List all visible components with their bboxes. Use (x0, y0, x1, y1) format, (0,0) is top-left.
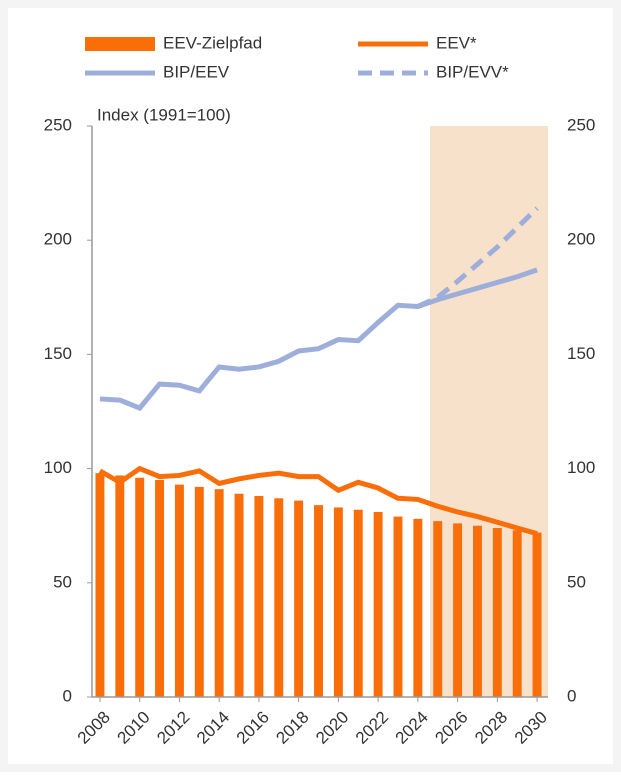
legend-label: BIP/EVV* (436, 62, 509, 81)
bar (532, 532, 542, 697)
y2-tick-label: 50 (567, 572, 586, 591)
y2-tick-label: 250 (567, 115, 595, 134)
bar (512, 530, 522, 697)
y-tick-label: 0 (63, 686, 72, 705)
bar (254, 496, 264, 697)
legend-label: EEV* (436, 33, 477, 52)
bar (115, 475, 125, 697)
y-tick-label: 50 (53, 572, 72, 591)
bar (413, 518, 423, 697)
bar (333, 507, 343, 697)
bar (174, 484, 184, 697)
bar (314, 505, 323, 697)
bar (294, 500, 304, 697)
bar (472, 525, 482, 697)
y2-tick-label: 150 (567, 344, 595, 363)
bar (95, 473, 105, 697)
y-tick-label: 200 (44, 230, 72, 249)
line (416, 206, 539, 309)
bar (393, 516, 403, 697)
y-tick-label: 150 (44, 344, 72, 363)
line (99, 267, 538, 412)
y2-tick-label: 200 (567, 230, 595, 249)
y-tick-label: 250 (44, 115, 72, 134)
bar (433, 521, 443, 697)
bar (214, 489, 224, 697)
legend-label: BIP/EEV (163, 62, 230, 81)
projection-band (430, 126, 548, 697)
y2-tick-label: 100 (567, 458, 595, 477)
bar (135, 477, 145, 697)
bar (453, 523, 463, 697)
bar (492, 527, 502, 697)
bar (194, 486, 204, 697)
bar (234, 493, 244, 697)
line (98, 465, 538, 537)
legend-swatch (85, 37, 155, 51)
bar (155, 480, 165, 697)
bar (353, 509, 363, 697)
y-tick-label: 100 (44, 458, 72, 477)
axis-title: Index (1991=100) (97, 105, 231, 124)
bar (274, 498, 284, 697)
y2-tick-label: 0 (567, 686, 576, 705)
bar (373, 511, 383, 697)
legend-label: EEV-Zielpfad (163, 33, 262, 52)
